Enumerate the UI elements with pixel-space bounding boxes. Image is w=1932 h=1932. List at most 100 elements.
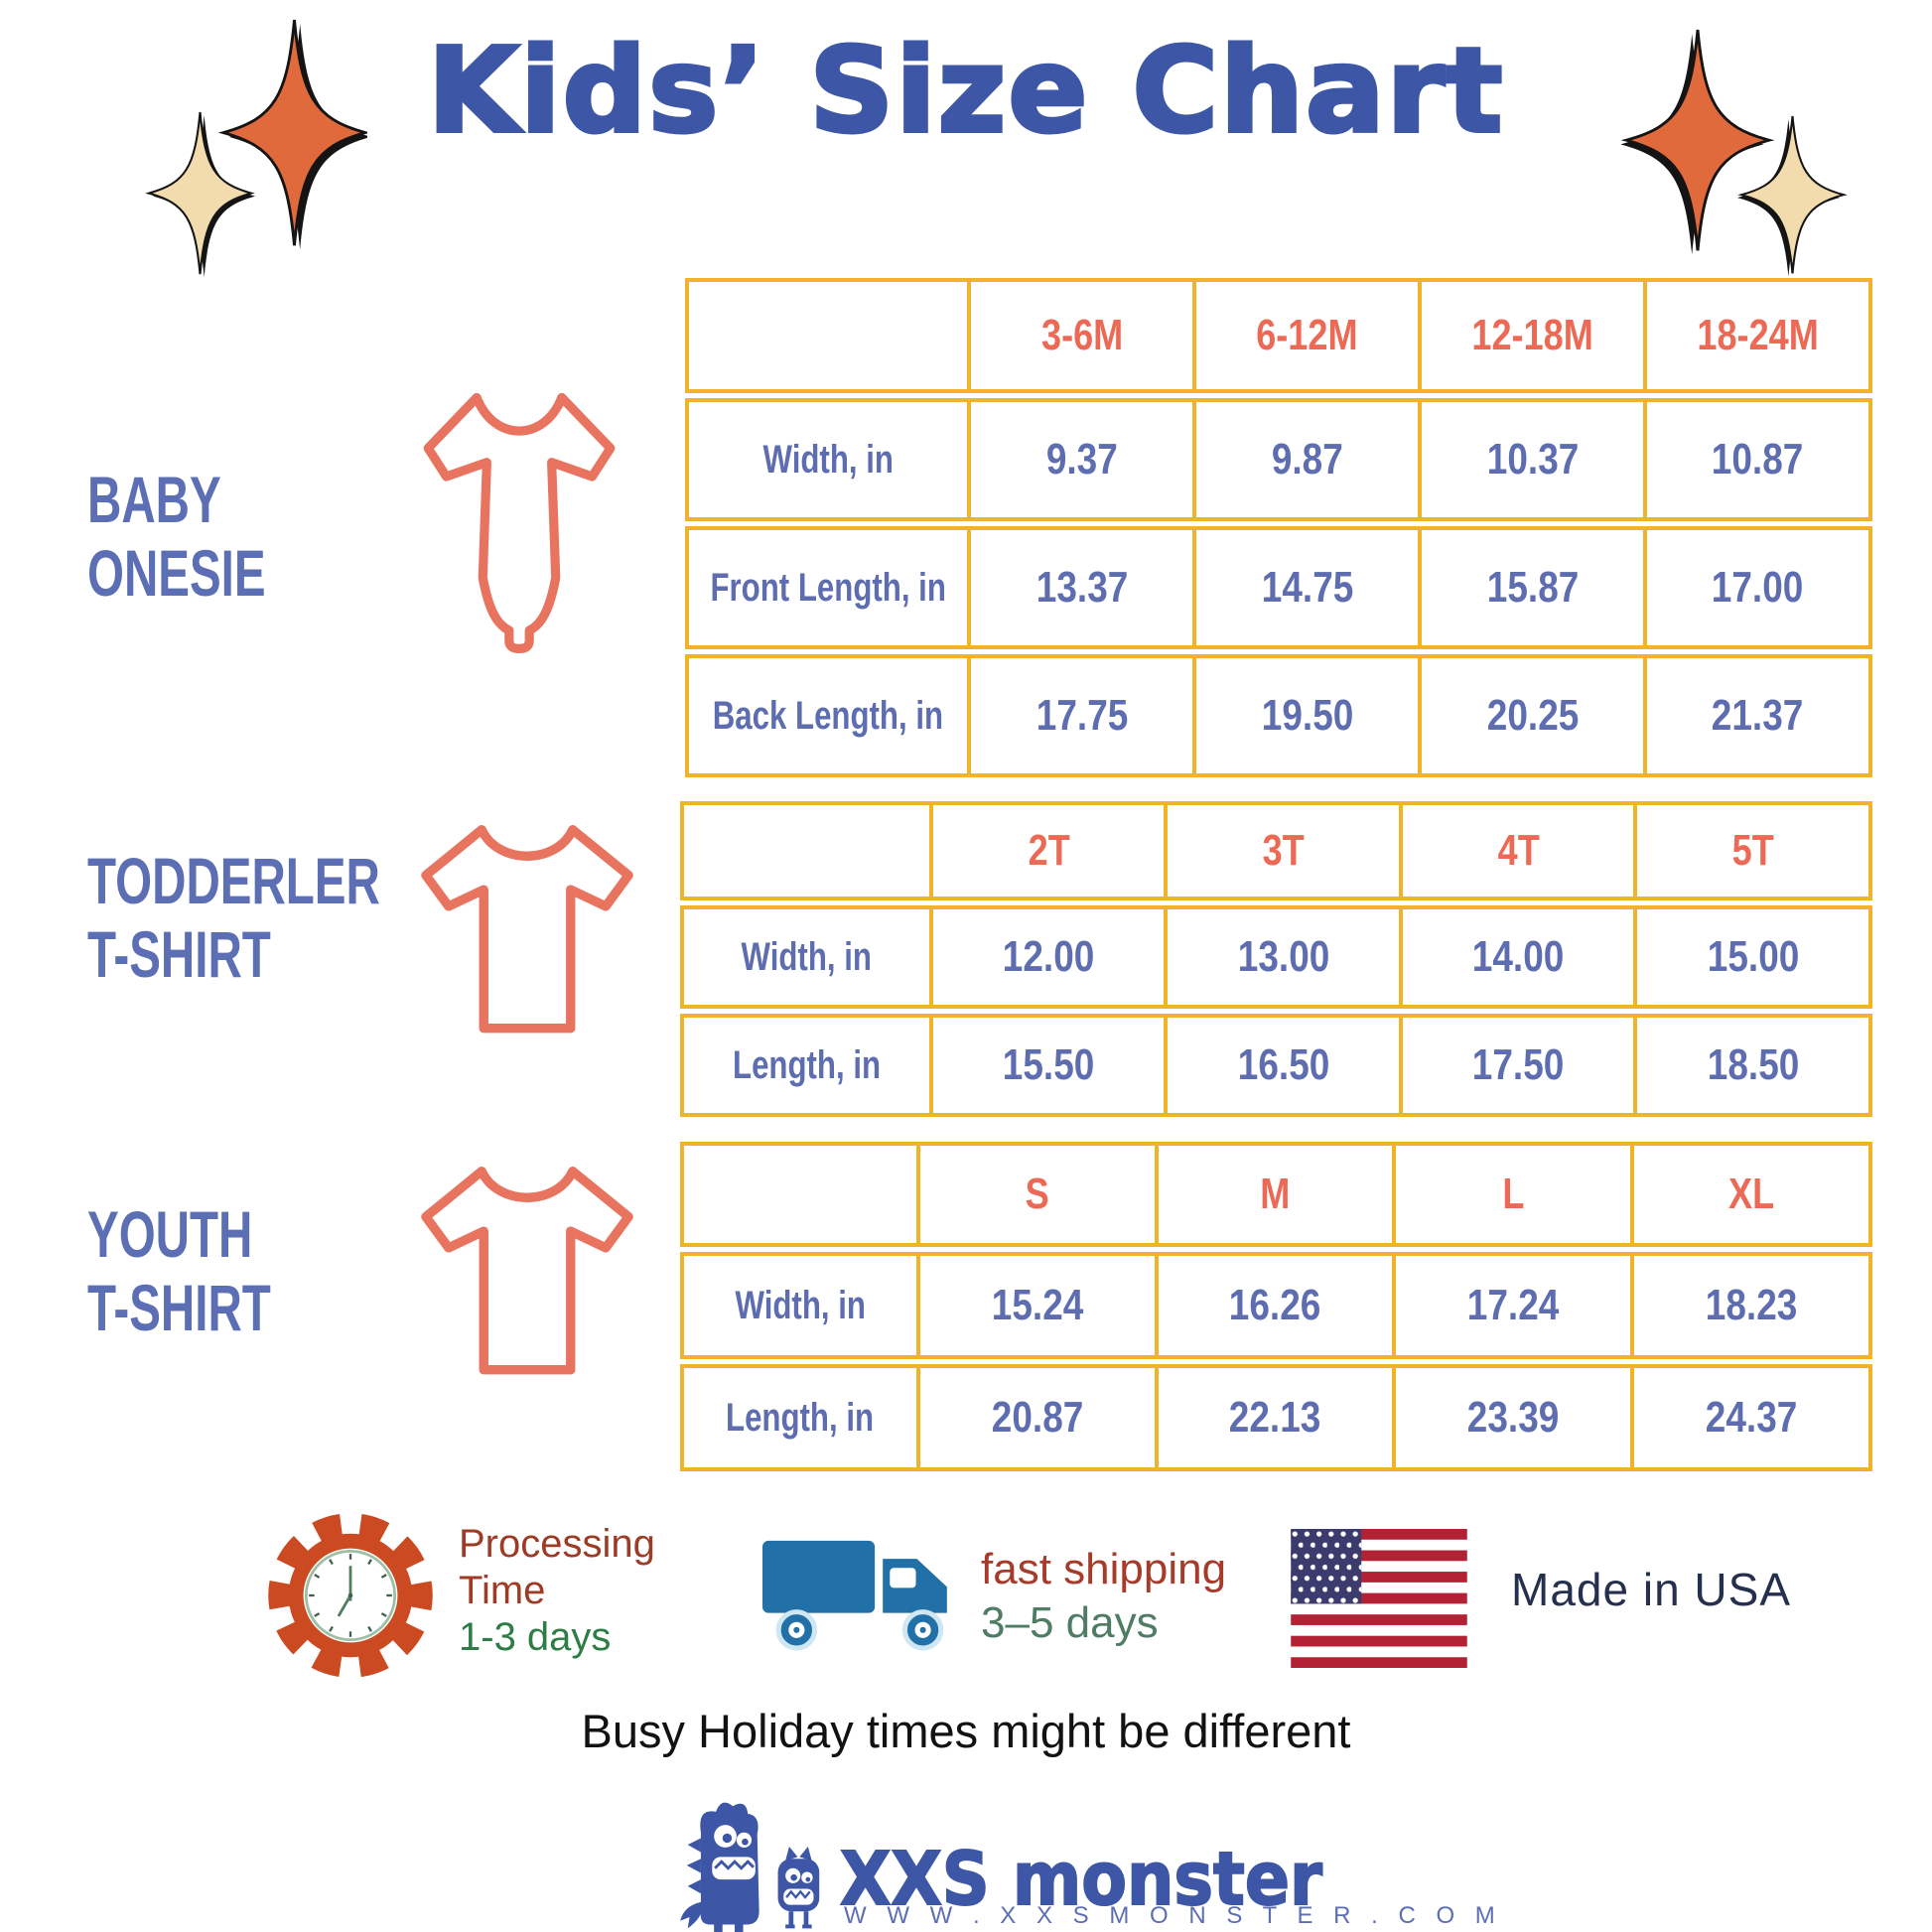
size-value: 15.24: [991, 1281, 1083, 1329]
value-cell: 9.37: [967, 402, 1192, 517]
size-table-row: Back Length, in 17.75 19.50 20.25 21.37: [685, 654, 1872, 777]
value-cell: 18.23: [1630, 1256, 1868, 1355]
column-header-cell: 3T: [1164, 805, 1399, 897]
size-value: 18.50: [1707, 1040, 1799, 1089]
shipping-line: fast shipping: [981, 1545, 1227, 1593]
size-value: 12.00: [1002, 932, 1095, 981]
row-label: Width, in: [741, 934, 873, 979]
size-value: 13.37: [1035, 563, 1129, 612]
toddler-tshirt-icon: [421, 825, 633, 1034]
size-value: 9.87: [1271, 435, 1343, 483]
section-label-baby-onesie: BABY ONESIE: [87, 463, 266, 610]
row-label-cell: Width, in: [689, 402, 967, 517]
value-cell: 9.87: [1192, 402, 1418, 517]
holiday-note: Busy Holiday times might be different: [581, 1705, 1351, 1757]
toddler-tshirt-size-table: 2T 3T 4T 5T Width, in 12.00 13.00 14.00 15.00 Len…: [680, 801, 1872, 1122]
row-label: Back Length, in: [713, 693, 944, 738]
size-table-row: Length, in 15.50 16.50 17.50 18.50: [680, 1014, 1872, 1117]
value-cell: 13.37: [967, 530, 1192, 645]
section-label-line: TODDERLER: [87, 844, 380, 917]
size-value: 15.87: [1486, 563, 1579, 612]
section-label-line: T-SHIRT: [87, 1271, 271, 1344]
processing-line: Processing: [459, 1522, 655, 1566]
size-table-row: Width, in 9.37 9.87 10.37 10.87: [685, 398, 1872, 521]
value-cell: 15.50: [928, 1018, 1165, 1113]
section-label-youth-tshirt: YOUTH T-SHIRT: [87, 1197, 271, 1344]
value-cell: 15.00: [1633, 909, 1868, 1005]
column-header-label: M: [1260, 1170, 1291, 1218]
made-in-usa-text: Made in USA: [1511, 1564, 1792, 1615]
size-value: 16.50: [1237, 1040, 1329, 1089]
section-label-line: BABY: [87, 463, 221, 536]
size-value: 20.87: [991, 1393, 1083, 1442]
column-header-cell: 5T: [1633, 805, 1868, 897]
column-header-label: XL: [1728, 1170, 1775, 1218]
size-value: 18.23: [1705, 1281, 1798, 1329]
column-header-cell: 2T: [928, 805, 1165, 897]
size-value: 10.87: [1712, 435, 1804, 483]
column-header-cell: 12-18M: [1418, 282, 1643, 389]
size-value: 16.26: [1229, 1281, 1321, 1329]
value-cell: 23.39: [1392, 1368, 1630, 1467]
column-header-cell: XL: [1630, 1146, 1868, 1243]
column-header-label: L: [1502, 1170, 1525, 1218]
value-cell: 10.37: [1418, 402, 1643, 517]
sparkle-stars-left-icon: [145, 19, 367, 278]
corner-cell: [689, 282, 967, 389]
row-label-cell: Length, in: [684, 1018, 929, 1113]
size-value: 15.50: [1002, 1040, 1095, 1089]
brand-name: XXS monster: [839, 1836, 1323, 1923]
row-label-cell: Width, in: [684, 1256, 916, 1355]
size-table-row: Front Length, in 13.37 14.75 15.87 17.00: [685, 526, 1872, 649]
youth-tshirt-icon: [421, 1167, 633, 1375]
section-label-line: ONESIE: [87, 536, 266, 610]
row-label: Length, in: [726, 1395, 875, 1440]
page-title: Kids’ Size Chart: [426, 20, 1505, 161]
column-header-cell: 3-6M: [967, 282, 1192, 389]
size-table-header-row: 3-6M 6-12M 12-18M 18-24M: [685, 278, 1872, 393]
size-value: 19.50: [1261, 691, 1353, 740]
size-table-header-row: S M L XL: [680, 1142, 1872, 1247]
value-cell: 14.00: [1398, 909, 1634, 1005]
size-value: 17.24: [1467, 1281, 1560, 1329]
column-header-label: 2T: [1028, 826, 1070, 875]
corner-cell: [684, 1146, 916, 1243]
processing-days: 1-3 days: [459, 1615, 612, 1659]
row-label: Width, in: [762, 437, 894, 482]
column-header-label: 4T: [1497, 826, 1540, 875]
row-label-cell: Length, in: [684, 1368, 916, 1467]
value-cell: 16.50: [1164, 1018, 1399, 1113]
value-cell: 15.24: [915, 1256, 1155, 1355]
value-cell: 17.24: [1392, 1256, 1630, 1355]
column-header-cell: M: [1154, 1146, 1393, 1243]
column-header-cell: 4T: [1398, 805, 1634, 897]
row-label: Front Length, in: [710, 565, 946, 610]
size-value: 9.37: [1045, 435, 1118, 483]
size-value: 17.00: [1712, 563, 1804, 612]
baby-onesie-icon: [423, 392, 616, 653]
corner-cell: [684, 805, 929, 897]
size-value: 24.37: [1705, 1393, 1798, 1442]
section-label-line: T-SHIRT: [87, 917, 271, 991]
column-header-cell: 18-24M: [1643, 282, 1868, 389]
size-table-header-row: 2T 3T 4T 5T: [680, 801, 1872, 900]
value-cell: 19.50: [1192, 658, 1418, 773]
processing-time-text: Processing Time 1-3 days: [459, 1521, 655, 1661]
brand-website: W W W . X X S M O N S T E R . C O M: [844, 1902, 1502, 1929]
value-cell: 22.13: [1154, 1368, 1393, 1467]
row-label: Length, in: [732, 1042, 881, 1087]
row-label: Width, in: [735, 1283, 866, 1327]
column-header-label: 3T: [1262, 826, 1305, 875]
value-cell: 13.00: [1164, 909, 1399, 1005]
shipping-text: fast shipping 3–5 days: [981, 1543, 1226, 1650]
size-value: 15.00: [1707, 932, 1799, 981]
column-header-cell: L: [1392, 1146, 1630, 1243]
value-cell: 14.75: [1192, 530, 1418, 645]
monsters-logo-icon: [680, 1802, 820, 1932]
shipping-days: 3–5 days: [981, 1598, 1159, 1647]
column-header-label: 18-24M: [1697, 311, 1819, 359]
column-header-label: 12-18M: [1471, 311, 1593, 359]
section-label-line: YOUTH: [87, 1197, 253, 1271]
size-value: 23.39: [1467, 1393, 1560, 1442]
processing-line: Time: [459, 1569, 546, 1612]
